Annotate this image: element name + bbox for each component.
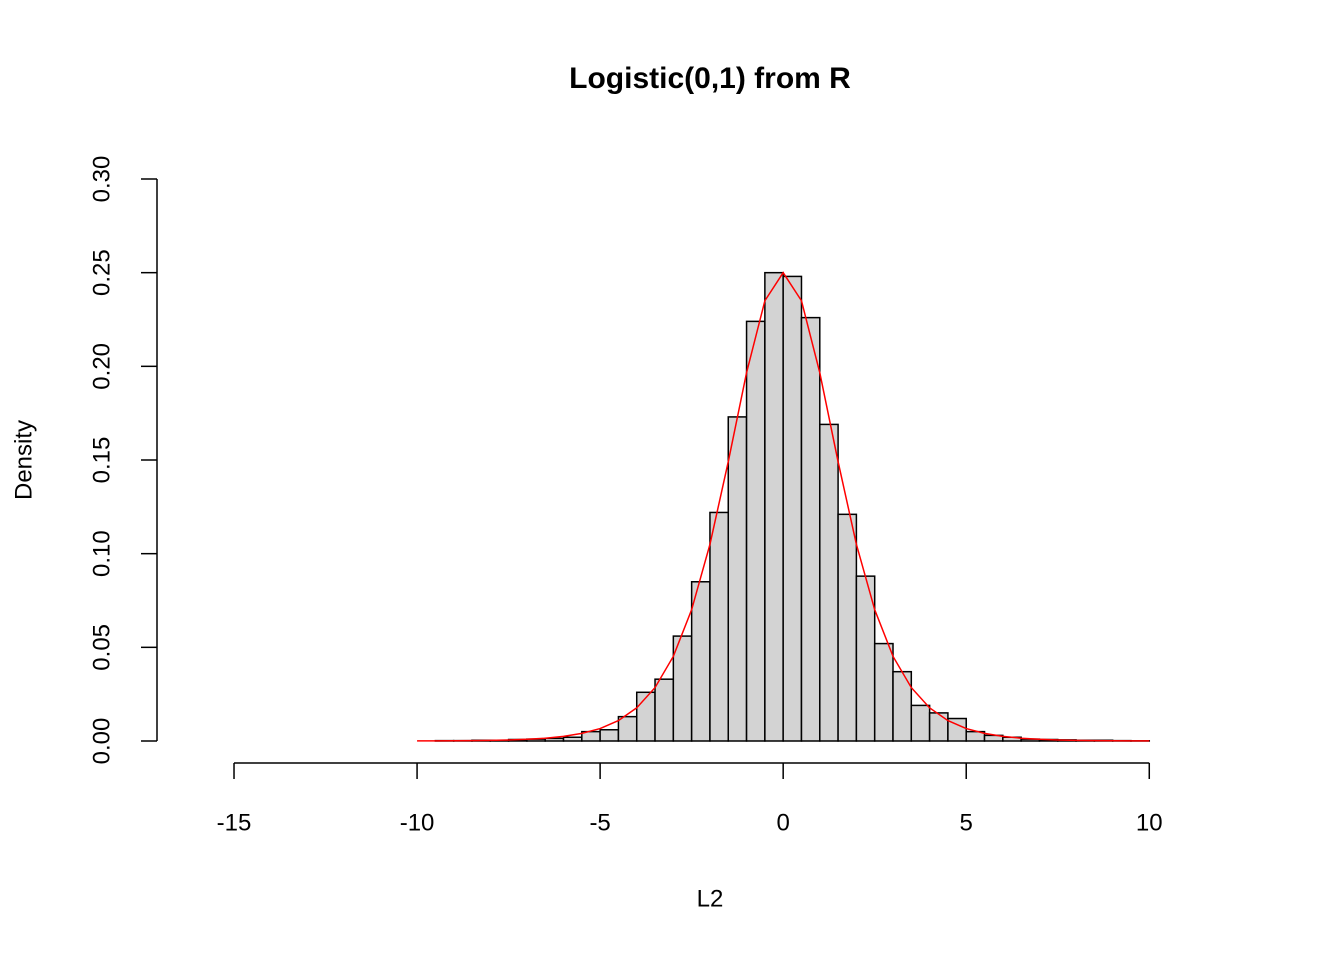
bar <box>562 736 583 742</box>
x-axis-label: L2 <box>697 885 724 912</box>
bar <box>599 729 620 742</box>
bar <box>745 320 766 742</box>
bar <box>782 275 803 742</box>
y-tick-label: 0.30 <box>88 156 115 203</box>
density-curve <box>417 271 1150 742</box>
x-tick-label: -5 <box>589 809 610 836</box>
bar <box>544 737 565 742</box>
bar <box>635 691 656 742</box>
bar <box>910 704 931 742</box>
bar <box>672 635 693 742</box>
x-tick-label: -10 <box>400 809 435 836</box>
y-tick-label: 0.20 <box>88 343 115 390</box>
bar <box>837 513 858 742</box>
bar <box>617 715 638 742</box>
x-tick-label: 0 <box>776 809 789 836</box>
x-tick-label: 5 <box>960 809 973 836</box>
bar <box>690 581 711 742</box>
bar <box>764 271 784 742</box>
y-tick-label: 0.25 <box>88 249 115 296</box>
bar <box>654 678 675 742</box>
bar <box>873 642 894 742</box>
bar <box>709 511 730 742</box>
y-tick-label: 0.00 <box>88 718 115 765</box>
y-tick-label: 0.10 <box>88 530 115 577</box>
bar <box>727 416 748 742</box>
chart-title: Logistic(0,1) from R <box>569 62 851 95</box>
bar <box>947 717 967 742</box>
y-tick-label: 0.05 <box>88 624 115 671</box>
x-tick-label: 10 <box>1136 809 1163 836</box>
y-axis-label: Density <box>10 420 37 500</box>
y-tick-label: 0.15 <box>88 437 115 484</box>
bar <box>819 423 839 742</box>
bar <box>928 712 949 742</box>
x-tick-label: -15 <box>217 809 252 836</box>
bar <box>800 316 821 742</box>
